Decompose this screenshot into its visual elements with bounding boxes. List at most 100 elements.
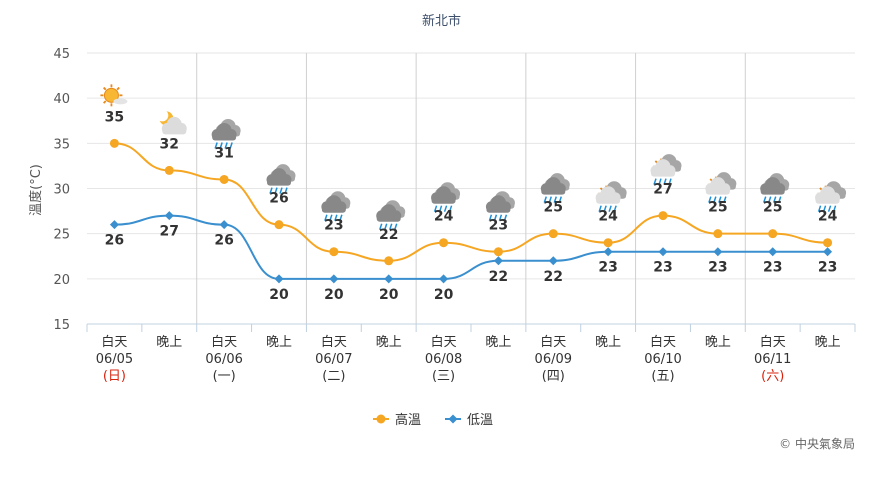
low-temp-point <box>823 247 833 257</box>
low-temp-label: 20 <box>379 287 399 303</box>
rain-drop <box>613 205 617 212</box>
low-temp-point <box>164 211 174 221</box>
rain-drop <box>817 205 822 212</box>
weather-icons <box>100 84 847 231</box>
cloud-rain-icon <box>485 191 515 221</box>
rain-drop <box>279 187 283 194</box>
low-temp-point <box>768 247 778 257</box>
x-tick-label: 晚上 <box>705 335 731 350</box>
legend-label: 高溫 <box>395 412 421 428</box>
x-tick-label: 白天 <box>431 334 457 350</box>
high-temp-point <box>219 174 229 184</box>
rain-drop <box>832 205 837 212</box>
moon-cutout <box>156 109 169 122</box>
rain-drop <box>329 214 333 221</box>
rain-drop <box>763 196 767 203</box>
series-markers <box>109 138 833 284</box>
high-temp-label: 31 <box>214 145 233 161</box>
x-tick-label: 晚上 <box>595 335 621 350</box>
low-temp-label: 26 <box>214 233 233 249</box>
low-temp-point <box>274 274 284 284</box>
low-temp-point <box>713 247 723 257</box>
cloud-part <box>541 188 566 195</box>
rain-drop <box>229 142 233 149</box>
rain-drop <box>493 214 498 221</box>
rain-drop <box>663 178 667 185</box>
cloud-rain-icon <box>540 173 570 203</box>
credit-text[interactable]: © 中央氣象局 <box>779 436 855 451</box>
rain-drop <box>598 205 602 212</box>
rain-drop <box>778 196 782 203</box>
high-temp-label: 32 <box>160 136 179 152</box>
x-tick-label: (三) <box>432 369 455 384</box>
cloud-rain-icon <box>321 191 351 221</box>
rain-drop <box>668 178 672 185</box>
high-temp-label: 24 <box>598 209 618 225</box>
rain-drop <box>339 214 343 221</box>
y-tick-label: 30 <box>53 183 70 198</box>
cloud-part <box>431 197 456 204</box>
low-temp-label: 23 <box>598 260 617 276</box>
sunny-icon <box>100 84 128 107</box>
low-temp-point <box>493 256 503 266</box>
cloud-rain-icon <box>211 118 241 149</box>
rain-drop <box>553 196 557 203</box>
low-temp-label: 23 <box>708 260 727 276</box>
high-temp-point <box>548 229 558 239</box>
sun-ray <box>103 100 107 104</box>
high-temp-point <box>164 165 174 175</box>
high-temp-label: 26 <box>269 191 288 207</box>
x-tick-label: 晚上 <box>376 335 402 350</box>
cloud-sun-rain-icon <box>650 154 682 185</box>
x-tick-label: 白天 <box>760 334 786 350</box>
x-tick-label: 06/11 <box>754 352 791 367</box>
rain-drop <box>284 187 288 194</box>
rain-drop <box>768 196 772 203</box>
high-temp-point <box>109 138 119 148</box>
high-temp-label: 35 <box>105 109 124 125</box>
high-temp-label: 24 <box>818 209 838 225</box>
legend[interactable]: 高溫 低溫 <box>373 412 493 428</box>
x-tick-label: 白天 <box>321 334 347 350</box>
rain-drop <box>433 205 438 212</box>
low-temp-point <box>329 274 339 284</box>
x-tick-label: 06/06 <box>205 352 242 367</box>
x-tick-label: (一) <box>213 369 236 384</box>
sun-ray <box>103 86 107 91</box>
x-tick-label: 06/08 <box>425 352 462 367</box>
rain-drop <box>488 214 493 221</box>
cloud-rain-icon <box>266 164 296 194</box>
high-temp-label: 23 <box>489 218 508 234</box>
rain-drop <box>394 223 398 231</box>
low-temp-label: 26 <box>105 233 124 249</box>
rain-drop <box>503 214 508 221</box>
cloud-part <box>376 215 401 222</box>
rain-drop <box>274 187 278 194</box>
rain-drop <box>389 223 393 231</box>
rain-drop <box>219 142 223 149</box>
x-tick-label: (四) <box>542 369 565 384</box>
rain-drop <box>603 205 607 212</box>
high-temp-label: 23 <box>324 218 343 234</box>
cloud-sun-rain-icon <box>595 181 627 212</box>
cloud-part <box>321 206 346 213</box>
legend-swatch-marker <box>376 414 386 424</box>
low-temp-label: 23 <box>653 260 672 276</box>
sun-ray <box>116 86 120 91</box>
rain-drop <box>324 214 328 221</box>
rain-drop <box>224 142 228 149</box>
low-temp-label: 22 <box>489 269 508 285</box>
cloud-part <box>113 98 128 105</box>
low-temp-label: 20 <box>324 287 344 303</box>
x-tick-label: 白天 <box>101 334 127 350</box>
legend-item-low[interactable]: 低溫 <box>445 413 493 428</box>
high-temp-label: 25 <box>763 200 782 216</box>
cloud-rain-icon <box>376 200 406 231</box>
x-tick-label: 晚上 <box>485 335 511 350</box>
legend-item-high[interactable]: 高溫 <box>373 412 421 428</box>
rain-drop <box>384 223 388 231</box>
high-temp-point <box>384 256 394 266</box>
cloud-part <box>212 134 237 141</box>
high-temp-label: 25 <box>708 200 727 216</box>
sun-disc <box>103 87 119 103</box>
